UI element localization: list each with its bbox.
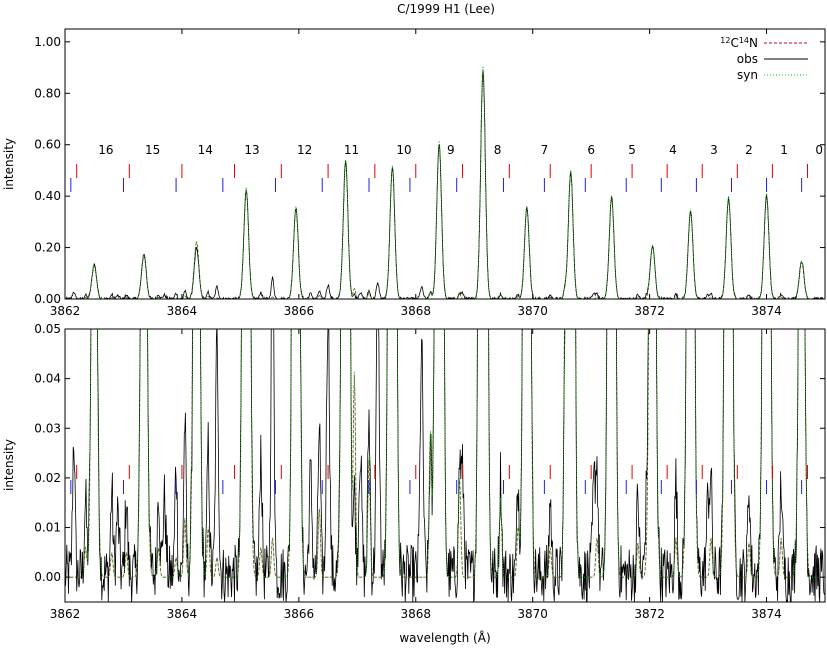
line-label: 1 [780, 143, 788, 157]
bottom-xtick-label: 3874 [751, 607, 782, 621]
top-xtick-label: 3866 [284, 304, 315, 318]
line-label: 5 [628, 143, 636, 157]
top-ytick-label: 0.80 [34, 86, 61, 100]
line-label: 15 [145, 143, 160, 157]
top-xtick-label: 3872 [634, 304, 665, 318]
top-xtick-label: 3870 [517, 304, 548, 318]
bottom-ytick-label: 0.01 [34, 521, 61, 535]
bottom-series-syn [65, 329, 825, 578]
line-label: 7 [541, 143, 549, 157]
legend-syn-label: syn [737, 68, 758, 82]
top-ytick-label: 0.00 [34, 292, 61, 306]
line-label: 10 [396, 143, 411, 157]
legend: 12C14N obs syn [720, 36, 808, 82]
line-label: 8 [494, 143, 502, 157]
bottom-ytick-label: 0.00 [34, 570, 61, 584]
top-ytick-label: 0.20 [34, 241, 61, 255]
top-xtick-label: 3874 [751, 304, 782, 318]
top-series-obs [65, 70, 824, 299]
line-label: 6 [587, 143, 595, 157]
bottom-ytick-label: 0.02 [34, 471, 61, 485]
bottom-xtick-label: 3864 [167, 607, 198, 621]
top-series-cn [65, 70, 825, 299]
bottom-series-obs [65, 329, 825, 602]
bottom-ytick-label: 0.03 [34, 421, 61, 435]
line-label: 4 [669, 143, 677, 157]
top-ytick-label: 0.40 [34, 189, 61, 203]
line-label: 11 [344, 143, 359, 157]
line-label: 0 [815, 143, 823, 157]
line-label: 3 [710, 143, 718, 157]
chart-title: C/1999 H1 (Lee) [397, 2, 495, 16]
top-plot-frame [64, 28, 826, 300]
top-xtick-label: 3868 [400, 304, 431, 318]
bottom-xlabel: wavelength (Å) [399, 630, 490, 645]
legend-obs-label: obs [737, 52, 758, 66]
bottom-xtick-label: 3862 [50, 607, 81, 621]
line-label: 2 [745, 143, 753, 157]
bottom-xtick-label: 3872 [634, 607, 665, 621]
top-ytick-label: 1.00 [34, 35, 61, 49]
line-label: 14 [198, 143, 213, 157]
bottom-xtick-label: 3868 [400, 607, 431, 621]
top-ytick-label: 0.60 [34, 138, 61, 152]
bottom-xtick-label: 3870 [517, 607, 548, 621]
bottom-ytick-label: 0.05 [34, 322, 61, 336]
top-xtick-label: 3864 [167, 304, 198, 318]
legend-cn-label: 12C14N [720, 36, 758, 51]
top-series-syn [65, 66, 825, 299]
line-label: 16 [98, 143, 113, 157]
bottom-ytick-label: 0.04 [34, 372, 61, 386]
bottom-ylabel: intensity [2, 439, 16, 491]
top-xtick-label: 3862 [50, 304, 81, 318]
line-label: 9 [447, 143, 455, 157]
line-label: 12 [297, 143, 312, 157]
top-ylabel: intensity [2, 138, 16, 190]
bottom-xtick-label: 3866 [284, 607, 315, 621]
line-label: 13 [244, 143, 259, 157]
top-panel: 3862 3864 3866 3868 3870 3872 38740.000.200.40… [2, 28, 826, 318]
bottom-plot-frame [64, 328, 826, 603]
